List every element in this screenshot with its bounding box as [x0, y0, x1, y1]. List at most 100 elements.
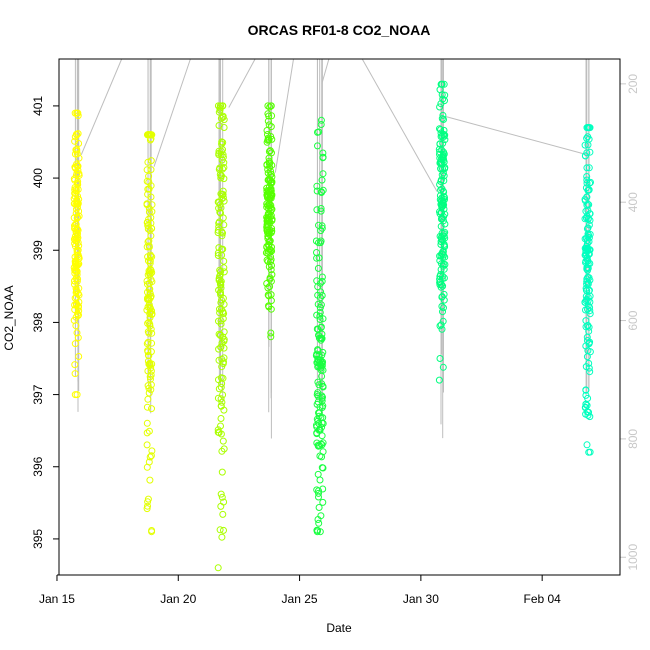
co2-point: [71, 222, 78, 230]
co2-point: [220, 257, 228, 265]
co2-point: [436, 86, 444, 94]
co2-point: [72, 221, 80, 229]
co2-point: [148, 447, 156, 455]
co2-point: [71, 280, 78, 288]
co2-point: [218, 296, 225, 304]
x-axis-label: Date: [326, 621, 352, 635]
co2-points-rf06: [435, 80, 449, 384]
co2-point: [73, 329, 81, 337]
co2-point: [267, 329, 275, 337]
co2-point: [439, 151, 447, 159]
co2-point: [143, 219, 151, 226]
co2-point: [73, 109, 81, 117]
co2-point: [438, 302, 446, 310]
co2-point: [219, 437, 227, 445]
co2-point: [267, 133, 275, 140]
co2-point: [217, 268, 225, 276]
co2-point: [265, 302, 272, 310]
co2-point: [145, 389, 153, 397]
co2-point: [146, 257, 154, 265]
co2-point: [266, 103, 274, 111]
co2-point: [267, 256, 275, 264]
co2-point: [438, 233, 445, 241]
co2-point: [585, 323, 593, 331]
co2-point: [319, 154, 327, 162]
co2-point: [437, 126, 445, 134]
co2-point: [583, 164, 591, 172]
co2-point: [318, 273, 326, 281]
co2-point: [267, 102, 275, 110]
co2-point: [315, 519, 323, 527]
co2-point: [217, 402, 225, 410]
co2-point: [74, 260, 82, 268]
co2-point: [268, 149, 275, 157]
y-tick-label: 400: [31, 168, 45, 188]
co2-point: [145, 329, 153, 337]
co2-point: [313, 311, 321, 319]
co2-point: [147, 325, 155, 333]
co2-point: [316, 442, 324, 450]
co2-point: [219, 391, 227, 399]
co2-point: [582, 251, 590, 259]
co2-point: [317, 279, 324, 287]
co2-point: [319, 186, 327, 194]
co2-point: [312, 237, 320, 245]
co2-point: [436, 355, 444, 362]
co2-point: [75, 353, 83, 360]
co2-point: [70, 316, 78, 324]
co2-point: [318, 335, 326, 343]
co2-point: [217, 279, 224, 287]
co2-point: [314, 470, 322, 478]
co2-point: [436, 125, 443, 133]
co2-point: [216, 266, 224, 274]
co2-point: [314, 264, 322, 272]
co2-points-rf02: [143, 131, 156, 536]
co2-point: [75, 307, 83, 315]
co2-point: [319, 464, 327, 472]
co2-point: [145, 427, 153, 435]
co2-point: [217, 422, 224, 430]
co2-point: [583, 240, 591, 248]
co2-point: [316, 476, 324, 484]
pressure-ferry-line-4: [274, 58, 295, 173]
co2-point: [73, 225, 81, 233]
co2-point: [439, 139, 447, 147]
co2-point: [217, 147, 225, 155]
co2-point: [219, 146, 226, 154]
co2-point: [315, 334, 323, 342]
co2-point: [441, 243, 449, 251]
co2-point: [143, 441, 151, 449]
co2-point: [439, 95, 447, 103]
co2-point: [73, 169, 81, 177]
co2-point: [313, 206, 321, 214]
y-axis-label: CO2_NOAA: [2, 285, 16, 350]
co2-point: [220, 310, 228, 317]
co2-point: [265, 241, 273, 249]
co2-point: [583, 408, 591, 416]
co2-point: [439, 317, 447, 325]
co2-point: [437, 241, 445, 248]
co2-point: [220, 498, 228, 506]
co2-point: [217, 490, 225, 498]
co2-point: [145, 178, 153, 186]
co2-point: [71, 242, 79, 250]
co2-point: [581, 195, 589, 203]
co2-point: [441, 165, 449, 173]
co2-point: [215, 356, 223, 364]
co2-point: [71, 137, 79, 145]
co2-point: [438, 236, 446, 243]
co2-point: [145, 237, 153, 245]
co2-point: [263, 161, 271, 169]
x-tick-label: Jan 15: [39, 592, 75, 606]
co2-point: [264, 284, 272, 292]
co2-point: [146, 270, 154, 278]
right-tick-label: 400: [626, 192, 640, 212]
co2-point: [71, 150, 79, 158]
y-tick-label: 398: [31, 312, 45, 332]
co2-point: [147, 214, 155, 222]
y-tick-label: 399: [31, 240, 45, 260]
co2-point: [586, 348, 594, 356]
co2-point: [582, 259, 589, 266]
co2-point: [266, 171, 274, 179]
co2-point: [75, 154, 83, 162]
